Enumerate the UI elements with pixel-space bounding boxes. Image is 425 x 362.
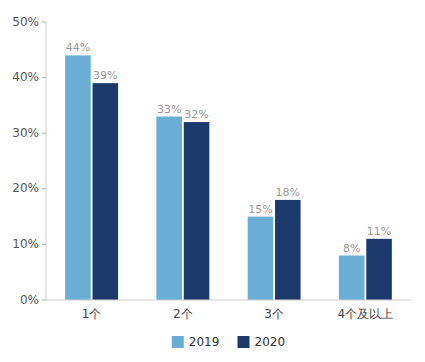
y-tick-label: 40% [12,70,39,84]
x-tick-label: 1个 [82,307,102,321]
bar [248,217,274,300]
data-labels: 44% 33% 15% 8% 39% 32% 18% 11% [66,41,392,254]
x-tick-label: 4个及以上 [338,307,394,321]
chart-container: 0% 10% 20% 30% 40% 50% 44% 33% 15% 8% 39% 32% 18% 11%… [0,0,425,362]
x-axis-line [46,300,411,301]
bar [366,239,392,300]
y-tick-label: 20% [12,181,39,195]
y-tick [42,22,46,23]
data-label: 18% [276,186,300,199]
y-tick [42,133,46,134]
y-axis: 0% 10% 20% 30% 40% 50% [12,15,46,307]
data-label: 32% [184,108,208,121]
bar [339,256,365,300]
bars [65,55,392,300]
data-label: 33% [157,103,181,116]
legend-label: 2019 [189,335,220,349]
legend-swatch [238,336,250,348]
y-tick-label: 30% [12,126,39,140]
y-tick [42,188,46,189]
bar [184,122,210,300]
y-tick [42,244,46,245]
y-tick [42,77,46,78]
data-label: 8% [343,242,360,255]
data-label: 11% [367,225,391,238]
bar [275,200,301,300]
data-label: 39% [93,69,117,82]
bar [93,83,119,300]
legend-label: 2020 [255,335,286,349]
y-axis-line [46,22,47,300]
y-tick-label: 50% [12,15,39,29]
y-tick-label: 10% [12,237,39,251]
data-label: 44% [66,41,90,54]
y-tick-label: 0% [20,293,39,307]
legend-swatch [172,336,184,348]
legend: 2019 2020 [172,335,285,349]
x-tick-label: 2个 [173,307,193,321]
data-label: 15% [248,203,272,216]
y-tick [42,300,46,301]
x-axis: 1个 2个 3个 4个及以上 [82,307,393,321]
x-tick-label: 3个 [264,307,284,321]
chart: 0% 10% 20% 30% 40% 50% 44% 33% 15% 8% 39% 32% 18% 11%… [0,0,425,362]
bar [156,117,182,300]
bar [65,55,91,300]
